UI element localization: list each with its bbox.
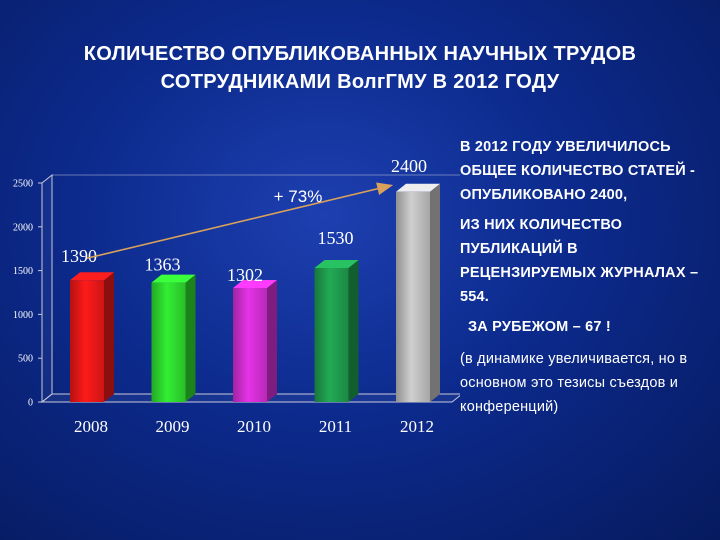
summary-total-articles: В 2012 ГОДУ УВЕЛИЧИЛОСЬ ОБЩЕЕ КОЛИЧЕСТВО… [460, 139, 696, 203]
bar-2011 [314, 259, 359, 402]
value-label: 2400 [391, 156, 427, 176]
growth-annotation: + 73% [274, 187, 323, 206]
x-category-label: 2011 [319, 417, 352, 436]
bar-2008 [70, 272, 114, 402]
bar-side [348, 259, 359, 402]
bar-side [104, 272, 114, 402]
summary-peer-reviewed: ИЗ НИХ КОЛИЧЕСТВО ПУБЛИКАЦИЙ В РЕЦЕНЗИРУ… [460, 217, 699, 305]
bar-chart: 0 500 1000 1500 2000 2500 2008 2009 2010 2011 2012… [13, 156, 460, 436]
value-label: 1363 [145, 255, 181, 275]
y-tick-label: 0 [28, 398, 33, 409]
y-tick-label: 2500 [13, 179, 33, 190]
y-tick-label: 2000 [13, 222, 33, 233]
bar-front [151, 282, 186, 402]
x-category-label: 2008 [74, 417, 108, 436]
bar-top [314, 259, 359, 268]
bar-2012 [396, 183, 440, 402]
page-title: КОЛИЧЕСТВО ОПУБЛИКОВАННЫХ НАУЧНЫХ ТРУДОВ… [0, 40, 720, 96]
bar-side [267, 279, 277, 402]
bar-top [70, 272, 114, 281]
growth-arrow [86, 182, 394, 260]
y-tick-label: 1000 [13, 310, 33, 321]
bar-top [396, 183, 440, 192]
x-category-label: 2009 [156, 417, 190, 436]
summary-abroad: ЗА РУБЕЖОМ – 67 ! [468, 319, 611, 335]
y-tick-label: 1500 [13, 266, 33, 277]
bar-2009 [151, 274, 196, 402]
value-label: 1390 [61, 246, 97, 266]
bar-front [396, 191, 430, 402]
y-tick-label: 500 [18, 354, 33, 365]
value-label: 1530 [318, 228, 354, 248]
bar-top [233, 279, 277, 288]
x-category-label: 2012 [400, 417, 434, 436]
bar-front [233, 287, 267, 402]
value-label: 1302 [227, 265, 263, 285]
x-category-label: 2010 [237, 417, 271, 436]
bar-top [151, 274, 196, 283]
bar-front [70, 280, 104, 402]
summary-note: (в динамике увеличивается, но в основном… [460, 351, 688, 415]
title-line-2: СОТРУДНИКАМИ ВолгГМУ В 2012 ГОДУ [160, 71, 560, 93]
bar-side [430, 183, 440, 402]
summary-text: В 2012 ГОДУ УВЕЛИЧИЛОСЬ ОБЩЕЕ КОЛИЧЕСТВО… [460, 135, 715, 419]
bar-side [185, 274, 196, 402]
bar-front [314, 267, 349, 402]
bar-2010 [233, 279, 277, 402]
title-line-1: КОЛИЧЕСТВО ОПУБЛИКОВАННЫХ НАУЧНЫХ ТРУДОВ [83, 43, 637, 65]
chart-side-wall [41, 173, 53, 404]
